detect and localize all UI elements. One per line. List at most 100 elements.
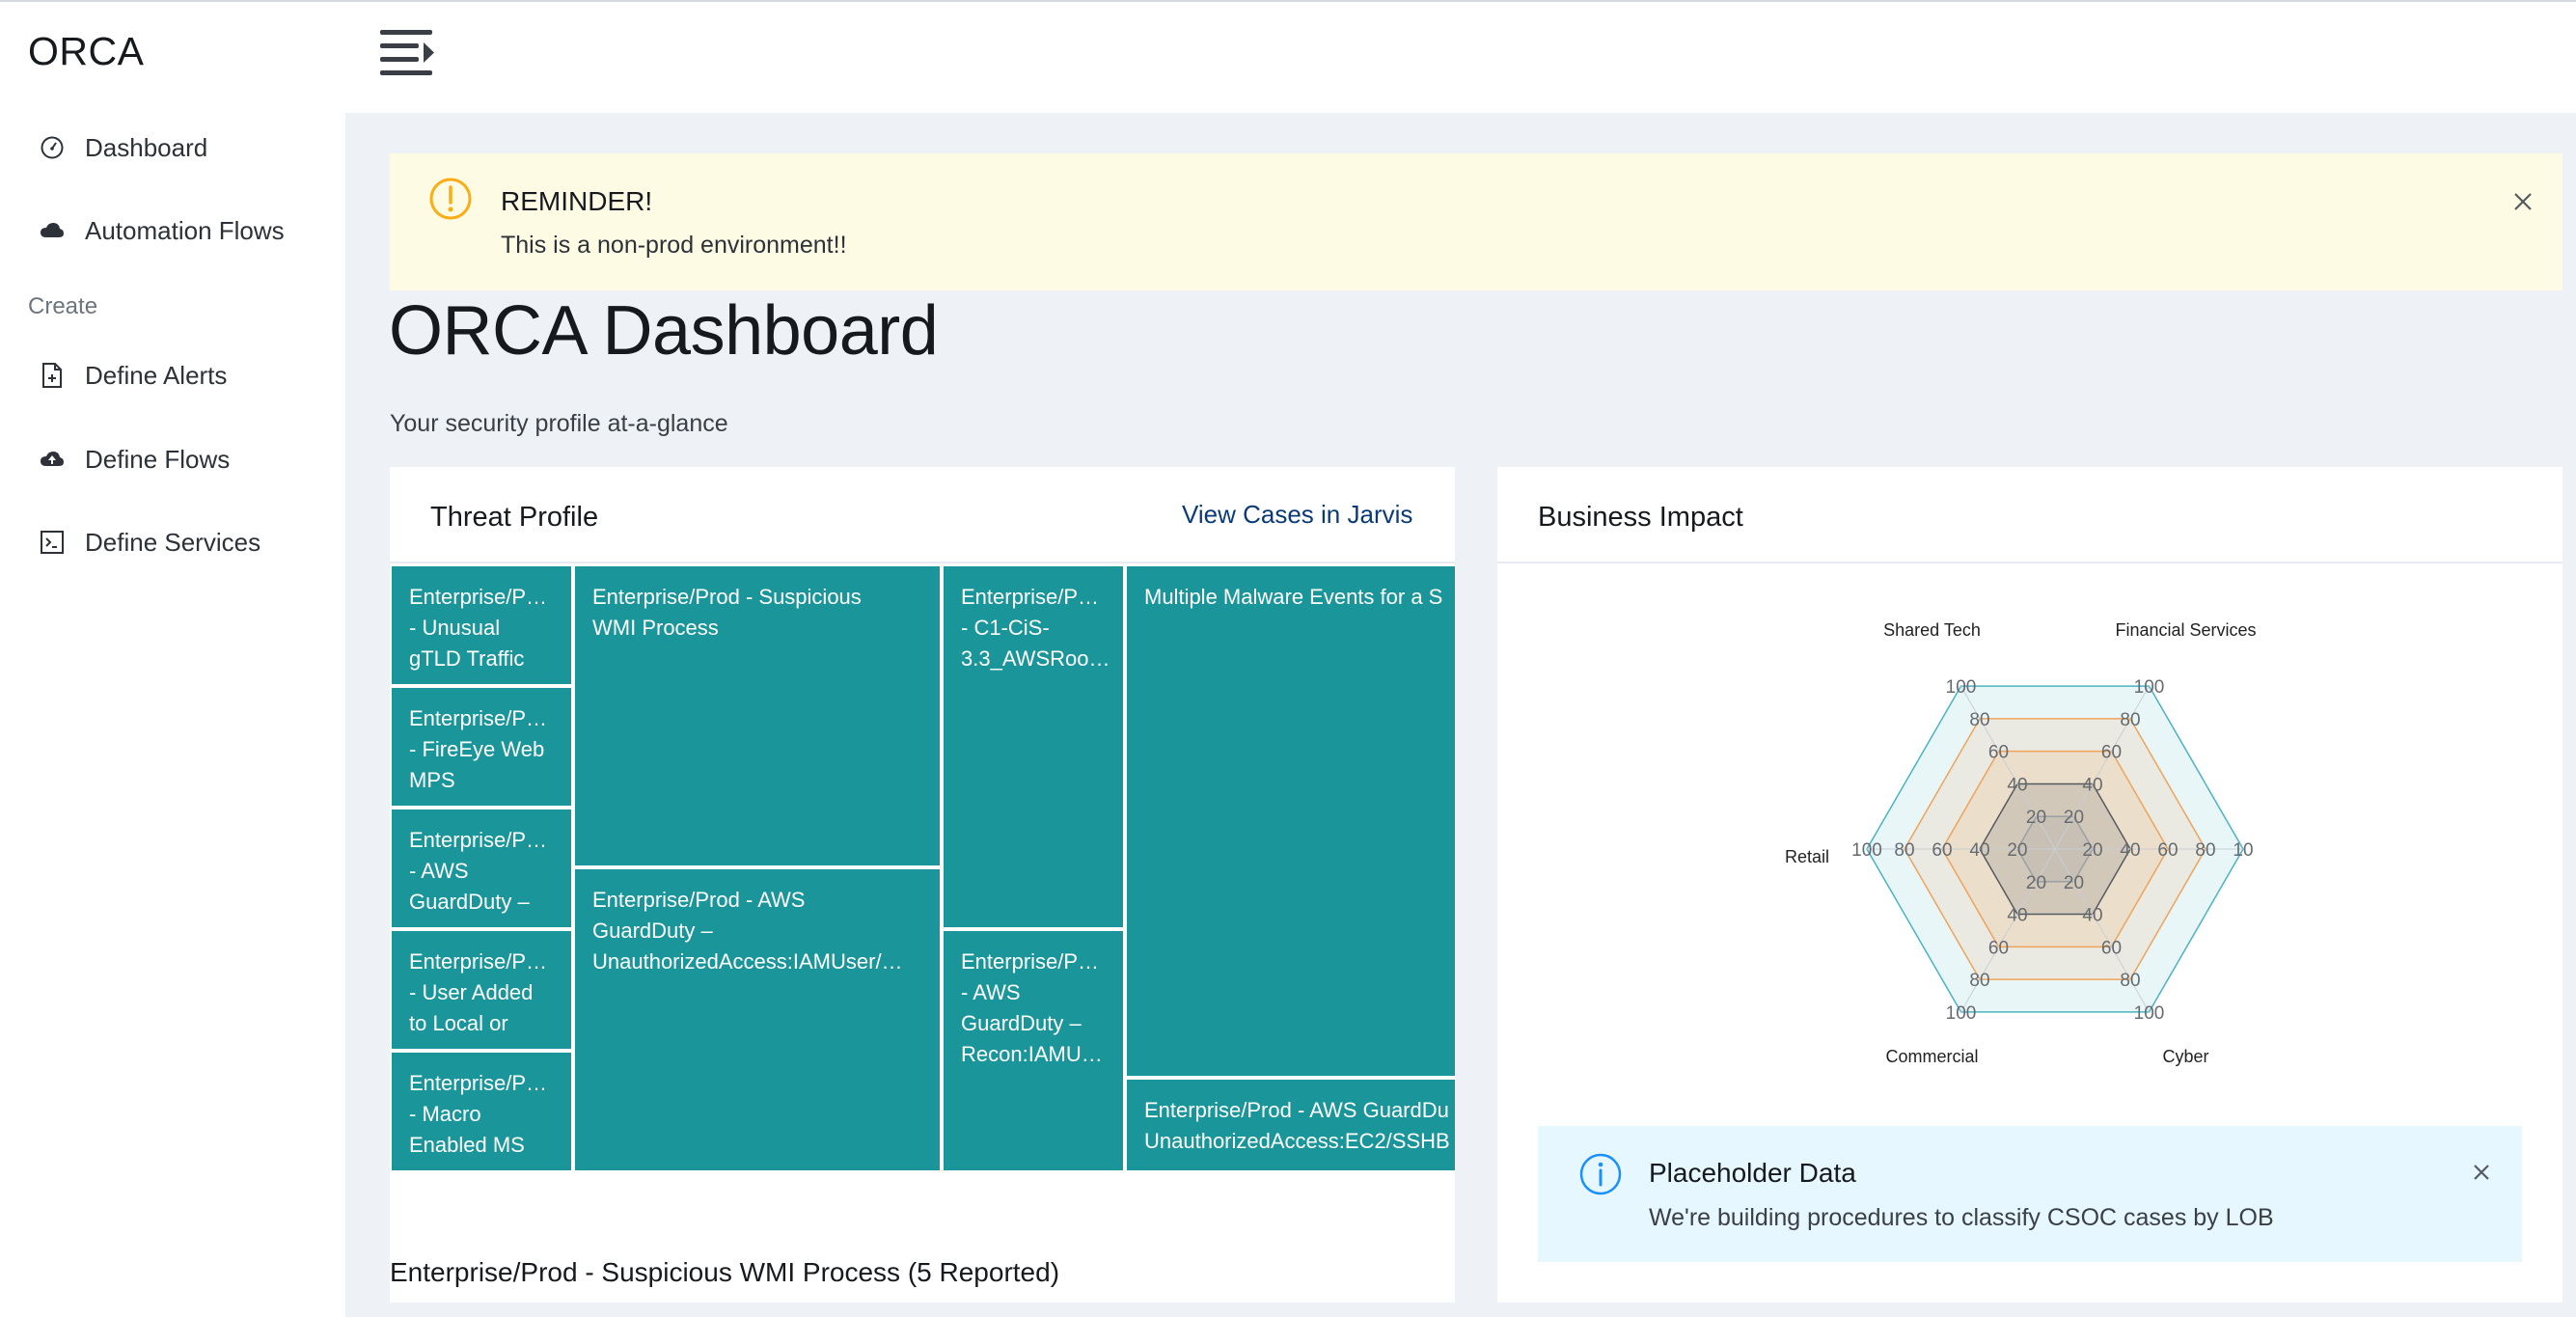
tile-label: Enterprise/Prod - AWS GuardDu Unauthoriz… <box>1144 1098 1450 1153</box>
radar-tick-label: 100 <box>1946 1003 1977 1024</box>
sidebar-item-define-alerts[interactable]: Define Alerts <box>39 346 227 404</box>
info-title: Placeholder Data <box>1649 1158 1856 1188</box>
radar-tick-label: 80 <box>1969 971 1989 991</box>
treemap-tile[interactable]: Enterprise/P… - Unusual gTLD Traffic <box>390 564 573 686</box>
radar-tick-label: 80 <box>1969 710 1989 730</box>
tile-label: Enterprise/P… - AWS GuardDuty – <box>409 828 548 914</box>
alert-title: REMINDER! <box>501 186 653 216</box>
treemap-tile[interactable]: Enterprise/P… - FireEye Web MPS <box>390 686 573 808</box>
treemap-tile[interactable]: Enterprise/P… - AWS GuardDuty – <box>390 808 573 929</box>
tile-label: Enterprise/Prod - AWS GuardDuty – Unauth… <box>592 888 903 974</box>
info-message: We're building procedures to classify CS… <box>1649 1204 2274 1231</box>
sidebar-item-dashboard[interactable]: Dashboard <box>39 119 207 177</box>
page-title: ORCA Dashboard <box>389 292 939 370</box>
business-impact-title: Business Impact <box>1538 502 1743 533</box>
close-icon[interactable] <box>2508 187 2537 216</box>
file-add-icon <box>39 362 66 389</box>
radar-spoke <box>2054 848 2150 1013</box>
radar-tick-label: 80 <box>2120 971 2140 991</box>
view-cases-link[interactable]: View Cases in Jarvis <box>1182 500 1413 529</box>
sidebar-item-label: Dashboard <box>85 132 208 162</box>
sidebar-item-automation-flows[interactable]: Automation Flows <box>39 202 285 260</box>
tile-label: Enterprise/P… - User Added to Local or <box>409 949 548 1035</box>
radar-spoke <box>1960 685 2056 850</box>
info-circle-icon <box>1578 1152 1623 1201</box>
radar-tick-label: 100 <box>2134 1003 2165 1024</box>
card-divider <box>390 562 1455 563</box>
radar-tick-label: 60 <box>2101 743 2122 763</box>
dashboard-gauge-icon <box>39 134 66 161</box>
radar-tick-label: 60 <box>1988 743 2009 763</box>
radar-tick-label: 40 <box>1969 840 1989 861</box>
radar-tick-label: 20 <box>2064 808 2084 828</box>
radar-tick-label: 100 <box>1946 677 1977 698</box>
radar-spoke <box>1960 848 2056 1013</box>
treemap-tile[interactable]: Enterprise/Prod - Suspicious WMI Process <box>573 564 942 867</box>
radar-tick-label: 60 <box>1988 938 2009 958</box>
code-icon <box>39 529 66 556</box>
tile-label: Enterprise/P… - FireEye Web MPS <box>409 706 548 792</box>
radar-tick-label: 20 <box>2007 840 2027 861</box>
radar-tick-label: 80 <box>2195 840 2215 861</box>
threat-profile-title: Threat Profile <box>430 502 599 533</box>
radar-tick-label: 40 <box>2007 775 2027 795</box>
exclamation-circle-icon <box>428 177 473 226</box>
card-divider <box>1497 562 2562 563</box>
radar-tick-label: 80 <box>1894 840 1914 861</box>
tile-label: Multiple Malware Events for a S <box>1144 585 1443 609</box>
reminder-alert <box>390 153 2562 290</box>
radar-tick-label: 100 <box>2134 677 2165 698</box>
top-border <box>0 0 2576 2</box>
sidebar: ORCA Dashboard Automation Flows Create D… <box>0 2 345 1317</box>
sidebar-item-label: Define Flows <box>85 444 231 474</box>
menu-unfold-icon[interactable] <box>378 27 436 81</box>
business-impact-radar-chart: 20 40 60 80 100 20 40 60 80 100 20 40 60 80 10 20 40 60 80… <box>1785 620 2257 1066</box>
sidebar-item-define-flows[interactable]: Define Flows <box>39 430 230 488</box>
tile-label: Enterprise/P… - AWS GuardDuty – Recon:IA… <box>961 949 1103 1066</box>
treemap-tile[interactable]: Enterprise/P… - AWS GuardDuty – Recon:IA… <box>942 929 1125 1172</box>
radar-tick-label: 40 <box>2120 840 2140 861</box>
treemap-tile[interactable]: Enterprise/P… - C1-CiS- 3.3_AWSRoo… <box>942 564 1125 929</box>
radar-axis-label: Commercial <box>1885 1047 1978 1066</box>
radar-axis-label: Shared Tech <box>1883 620 1981 640</box>
sidebar-item-label: Define Services <box>85 527 261 557</box>
sidebar-item-label: Automation Flows <box>85 215 285 245</box>
tile-label: Enterprise/P… - Macro Enabled MS <box>409 1071 548 1157</box>
radar-tick-label: 40 <box>2082 775 2102 795</box>
top-header <box>345 2 2576 113</box>
treemap-tile[interactable]: Enterprise/Prod - AWS GuardDuty – Unauth… <box>573 867 942 1172</box>
cloud-upload-icon <box>39 446 66 473</box>
radar-spoke <box>2054 685 2150 850</box>
radar-axis-label: Retail <box>1785 847 1829 866</box>
radar-tick-label: 20 <box>2026 873 2046 893</box>
radar-tick-label: 60 <box>2101 938 2122 958</box>
close-icon[interactable] <box>2467 1158 2496 1187</box>
radar-axis-label: Cyber <box>2162 1047 2208 1066</box>
placeholder-info-alert <box>1538 1126 2522 1262</box>
radar-tick-label: 60 <box>2157 840 2178 861</box>
radar-tick-label: 80 <box>2120 710 2140 730</box>
threat-treemap: Enterprise/P… - Unusual gTLD Traffic Ent… <box>390 564 1455 1172</box>
treemap-tile[interactable]: Enterprise/P… - Macro Enabled MS <box>390 1051 573 1172</box>
treemap-tile[interactable]: Enterprise/Prod - AWS GuardDu Unauthoriz… <box>1125 1078 1455 1172</box>
create-section-heading: Create <box>28 293 98 319</box>
radar-axis-label: Financial Services <box>2115 620 2256 640</box>
tile-label: Enterprise/P… - Unusual gTLD Traffic <box>409 585 548 671</box>
treemap-tile[interactable]: Enterprise/P… - User Added to Local or <box>390 929 573 1051</box>
sidebar-item-label: Define Alerts <box>85 360 228 390</box>
tile-label: Enterprise/P… - C1-CiS- 3.3_AWSRoo… <box>961 585 1110 671</box>
radar-tick-label: 100 <box>1851 840 1882 861</box>
radar-tick-label: 20 <box>2064 873 2084 893</box>
app-logo: ORCA <box>28 29 145 73</box>
selected-case-title: Enterprise/Prod - Suspicious WMI Process… <box>390 1257 1060 1287</box>
alert-message: This is a non-prod environment!! <box>501 232 847 259</box>
radar-tick-label: 20 <box>2026 808 2046 828</box>
radar-tick-label: 10 <box>2233 840 2253 861</box>
radar-tick-label: 40 <box>2007 906 2027 926</box>
sidebar-item-define-services[interactable]: Define Services <box>39 513 260 571</box>
cloud-icon <box>39 217 66 244</box>
tile-label: Enterprise/Prod - Suspicious WMI Process <box>592 585 862 640</box>
page-subtitle: Your security profile at-a-glance <box>390 410 728 437</box>
treemap-tile[interactable]: Multiple Malware Events for a S <box>1125 564 1455 1078</box>
radar-tick-label: 60 <box>1932 840 1952 861</box>
